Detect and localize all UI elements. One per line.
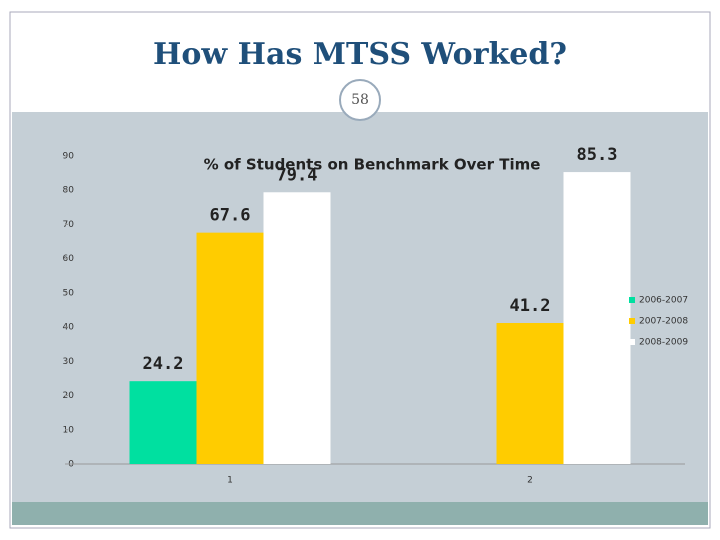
y-tick-label: 40 — [63, 323, 75, 333]
data-label: 67.6 — [210, 206, 251, 226]
legend-label: 2007-2008 — [639, 317, 688, 327]
bar — [563, 172, 631, 464]
legend-swatch — [629, 297, 635, 303]
y-tick-label: 20 — [63, 391, 75, 401]
x-tick-label: 1 — [227, 476, 233, 486]
legend-swatch — [629, 318, 635, 324]
bar — [496, 323, 564, 464]
bar — [263, 192, 331, 464]
y-tick-label: 60 — [63, 254, 75, 264]
slide-title: How Has MTSS Worked? — [153, 37, 567, 72]
y-tick-label: 90 — [63, 152, 75, 162]
data-label: 41.2 — [510, 296, 551, 316]
data-label: 85.3 — [577, 145, 618, 165]
y-tick-label: 30 — [63, 357, 75, 367]
chart-title: % of Students on Benchmark Over Time — [204, 156, 541, 174]
legend-label: 2006-2007 — [639, 296, 688, 306]
bar — [129, 381, 197, 464]
legend-swatch — [629, 339, 635, 345]
footer-band — [12, 502, 708, 525]
data-label: 24.2 — [143, 354, 184, 374]
x-tick-label: 2 — [527, 476, 533, 486]
slide-number: 58 — [351, 92, 369, 108]
y-tick-label: 80 — [63, 186, 75, 196]
y-tick-label: 70 — [63, 220, 75, 230]
bar — [196, 232, 264, 464]
y-tick-label: 10 — [63, 425, 75, 435]
data-label: 79.4 — [277, 165, 318, 185]
legend-label: 2008-2009 — [639, 338, 688, 348]
slide-number-badge — [339, 79, 381, 121]
y-tick-label: 50 — [63, 288, 75, 298]
